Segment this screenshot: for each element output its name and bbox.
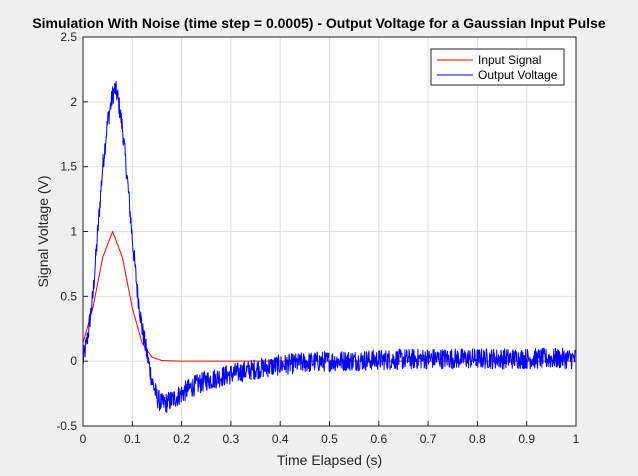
x-tick-label-8: 0.8: [469, 432, 486, 446]
x-tick-label-0: 0: [80, 432, 87, 446]
x-tick-label-4: 0.4: [272, 432, 289, 446]
y-axis: -0.5 0 0.5 1 1.5 2 2.5: [56, 30, 88, 433]
x-axis: 0 0.1 0.2 0.3 0.4 0.5 0.6 0.7 0.8 0.9 1: [80, 421, 580, 446]
x-tick-label-3: 0.3: [223, 432, 240, 446]
x-tick-label-6: 0.6: [370, 432, 387, 446]
x-tick-label-1: 0.1: [124, 432, 141, 446]
y-tick-label-0: -0.5: [56, 419, 77, 433]
x-tick-label-10: 1: [573, 432, 580, 446]
x-tick-label-2: 0.2: [173, 432, 190, 446]
x-axis-label: Time Elapsed (s): [277, 452, 382, 468]
x-tick-label-9: 0.9: [518, 432, 535, 446]
legend-label-0: Input Signal: [478, 53, 541, 67]
y-tick-label-4: 1.5: [60, 160, 77, 174]
y-tick-label-3: 1: [70, 225, 77, 239]
y-tick-label-1: 0: [70, 354, 77, 368]
x-tick-label-5: 0.5: [321, 432, 338, 446]
series-line-0: [82, 231, 576, 362]
y-axis-label: Signal Voltage (V): [35, 175, 51, 287]
series-line-1: [82, 80, 577, 414]
y-tick-label-6: 2.5: [60, 30, 77, 44]
y-tick-label-5: 2: [70, 95, 77, 109]
y-tick-label-2: 0.5: [60, 289, 77, 303]
legend-label-1: Output Voltage: [478, 68, 558, 82]
chart-title: Simulation With Noise (time step = 0.000…: [32, 15, 606, 31]
x-tick-label-7: 0.7: [420, 432, 437, 446]
series-layer: [82, 80, 577, 414]
legend-box: [430, 48, 565, 86]
